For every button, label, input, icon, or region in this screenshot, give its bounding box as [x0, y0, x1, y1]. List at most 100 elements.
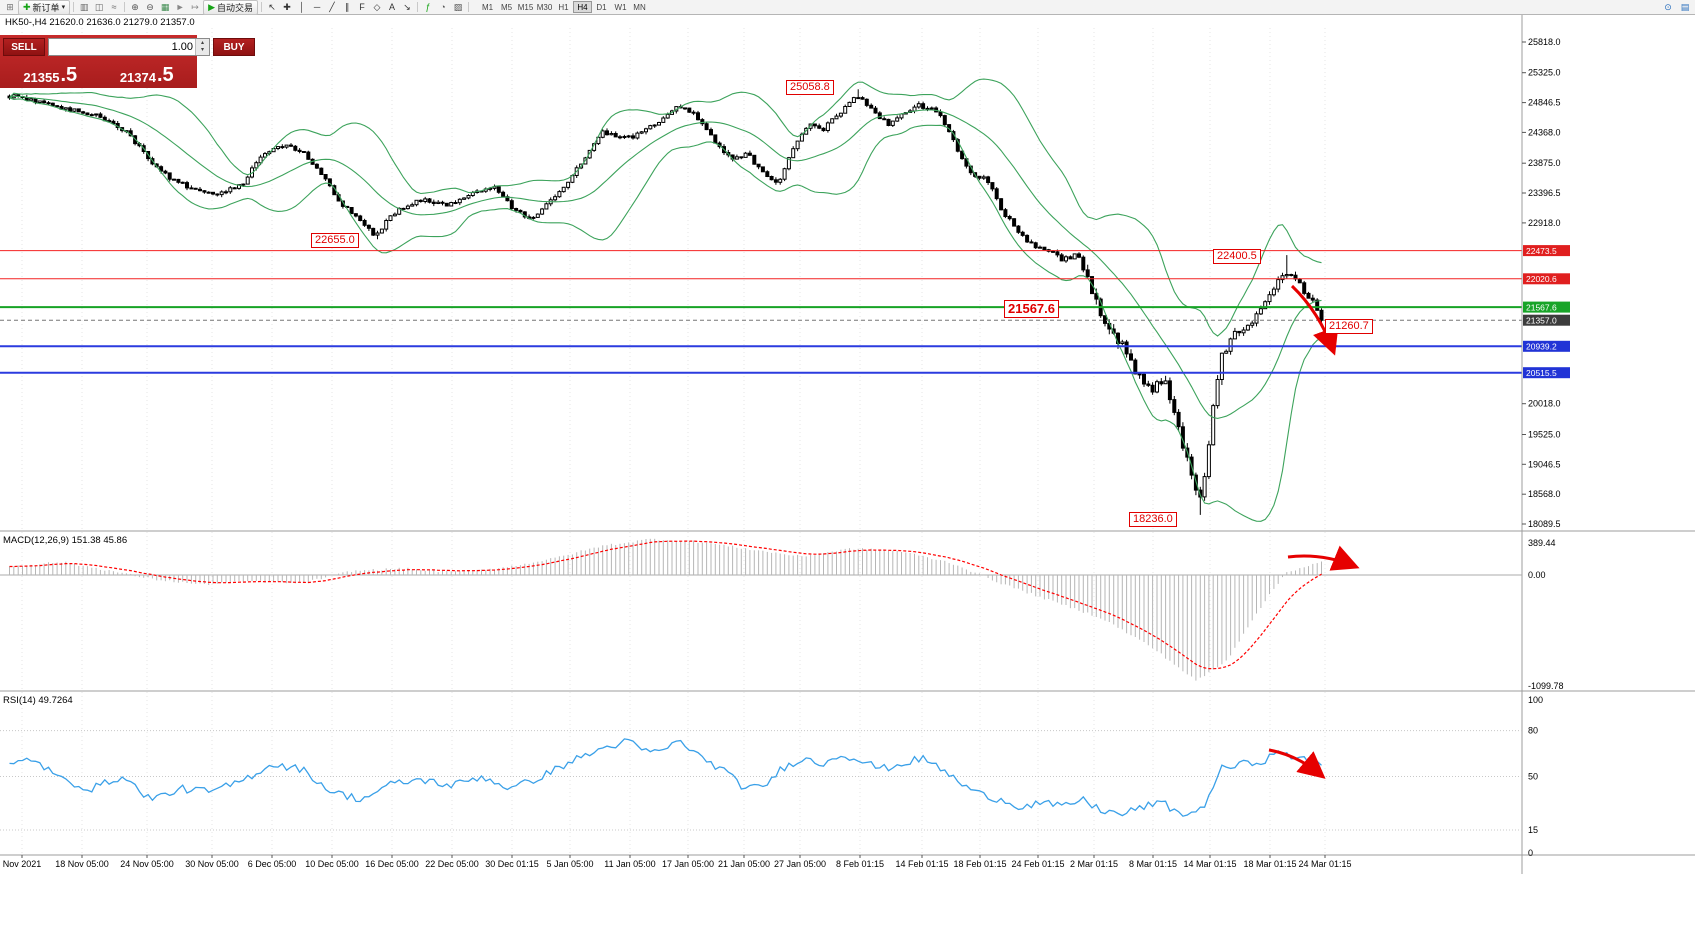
timeframe-switcher: M1 M5 M15 M30 H1 H4 D1 W1 MN	[478, 1, 649, 13]
line-chart-icon[interactable]: ≈	[111, 2, 117, 12]
search-icon[interactable]: ⊙	[1664, 2, 1672, 12]
macd-indicator-label: MACD(12,26,9) 151.38 45.86	[3, 535, 128, 546]
svg-text:23396.5: 23396.5	[1528, 188, 1561, 198]
period-icon[interactable]: ◔	[440, 2, 446, 12]
caret-down-icon[interactable]: ▾	[61, 4, 66, 11]
buy-price-main: 21374	[119, 70, 156, 85]
sell-price-main: 21355	[23, 70, 60, 85]
timeframe-m1[interactable]: M1	[481, 3, 494, 12]
toolbar-right-icons: ⊙ ▤	[1661, 1, 1692, 13]
timeframe-w1[interactable]: W1	[614, 3, 627, 12]
symbol-ohlc-header: HK50-,H4 21620.0 21636.0 21279.0 21357.0	[5, 17, 195, 28]
macd-histogram	[9, 538, 1322, 681]
svg-text:19046.5: 19046.5	[1528, 459, 1561, 469]
svg-text:25325.0: 25325.0	[1528, 68, 1561, 78]
crosshair-icon[interactable]: ✚	[283, 2, 291, 12]
buy-button[interactable]: BUY	[213, 38, 255, 56]
channel-icon[interactable]: ∥	[344, 2, 350, 12]
price-annotation[interactable]: 21260.7	[1325, 319, 1373, 334]
svg-text:5 Jan 05:00: 5 Jan 05:00	[546, 859, 593, 869]
timeframe-m15[interactable]: M15	[517, 3, 534, 12]
price-annotation[interactable]: 22655.0	[311, 233, 359, 248]
vertical-gridlines	[21, 28, 1326, 855]
new-chart-icon[interactable]: ⊞	[6, 2, 14, 12]
volume-input[interactable]	[49, 39, 195, 55]
macd-panel: 389.44 0.00 -1099.78	[0, 538, 1564, 691]
trendline-icon[interactable]: ╱	[329, 2, 335, 12]
volume-up-icon[interactable]: ▴	[200, 40, 204, 46]
text-label-icon[interactable]: A	[389, 2, 396, 12]
price-annotation[interactable]: 22400.5	[1213, 249, 1261, 264]
svg-text:20515.5: 20515.5	[1526, 368, 1557, 378]
cursor-icon[interactable]: ↖	[268, 2, 276, 12]
svg-text:27 Jan 05:00: 27 Jan 05:00	[774, 859, 826, 869]
timeframe-mn[interactable]: MN	[633, 3, 646, 12]
rsi-panel: 100 80 50 15 0	[0, 695, 1543, 858]
new-order-button-label: 新订单	[32, 2, 60, 13]
timeframe-m30[interactable]: M30	[536, 3, 553, 12]
price-tags: 22473.5 22020.6 21567.6 21357.0 20939.2 20515…	[1523, 245, 1570, 379]
timeframe-d1[interactable]: D1	[596, 3, 607, 12]
new-order-button[interactable]: ✚ 新订单 ▾	[18, 0, 71, 15]
trend-arrows[interactable]	[1268, 284, 1360, 779]
price-annotation[interactable]: 18236.0	[1129, 512, 1177, 527]
tile-windows-icon[interactable]: ▦	[160, 2, 170, 12]
vertical-line-icon[interactable]: │	[299, 2, 305, 12]
one-click-trade-panel: SELL ▴ ▾ BUY 21355 .5 21374 .5	[0, 35, 255, 88]
svg-text:18568.0: 18568.0	[1528, 489, 1561, 499]
trend-arrow	[1268, 748, 1326, 779]
svg-text:100: 100	[1528, 695, 1543, 705]
zoom-in-icon[interactable]: ⊕	[131, 2, 139, 12]
play-icon: ▶	[208, 1, 215, 12]
horizontal-level-lines[interactable]	[0, 250, 1522, 374]
svg-text:20018.0: 20018.0	[1528, 399, 1561, 409]
sell-price-pips: .5	[60, 64, 78, 86]
svg-text:17 Jan 05:00: 17 Jan 05:00	[662, 859, 714, 869]
trend-arrow	[1290, 284, 1339, 356]
svg-text:24368.0: 24368.0	[1528, 127, 1561, 137]
svg-text:21357.0: 21357.0	[1526, 315, 1557, 325]
trade-panel-controls: SELL ▴ ▾ BUY	[3, 38, 255, 56]
toolbar-separator	[73, 2, 75, 12]
zoom-out-icon[interactable]: ⊖	[146, 2, 154, 12]
svg-text:22473.5: 22473.5	[1526, 246, 1557, 256]
svg-text:24 Feb 01:15: 24 Feb 01:15	[1011, 859, 1064, 869]
svg-text:2 Mar 01:15: 2 Mar 01:15	[1070, 859, 1118, 869]
volume-input-wrap: ▴ ▾	[48, 38, 210, 56]
price-annotation[interactable]: 25058.8	[786, 80, 834, 95]
autotrading-button[interactable]: ▶ 自动交易	[203, 0, 259, 15]
sell-button[interactable]: SELL	[3, 38, 45, 56]
main-toolbar: ⊞ ✚ 新订单 ▾ ▥ ◫ ≈ ⊕ ⊖ ▦ ► ↦ ▶ 自动交易 ↖ ✚ │ ─ ╱ ∥ F ◇ A ↘ ƒ ◔ ▨ M1 M5 M15 M…	[0, 0, 1695, 15]
timeframe-h1[interactable]: H1	[558, 3, 569, 12]
candlestick-chart-icon[interactable]: ◫	[94, 2, 104, 12]
indicators-icon[interactable]: ƒ	[425, 2, 431, 12]
horizontal-line-icon[interactable]: ─	[313, 2, 321, 12]
svg-text:22020.6: 22020.6	[1526, 274, 1557, 284]
svg-text:18 Mar 01:15: 18 Mar 01:15	[1243, 859, 1296, 869]
svg-text:25818.0: 25818.0	[1528, 37, 1561, 47]
price-axis: 25818.0 25325.0 24846.5 24368.0 23875.0 23396…	[1522, 37, 1561, 529]
shapes-icon[interactable]: ◇	[373, 2, 381, 12]
svg-text:80: 80	[1528, 726, 1538, 736]
svg-text:Nov 2021: Nov 2021	[3, 859, 42, 869]
timeframe-m5[interactable]: M5	[500, 3, 513, 12]
auto-scroll-icon[interactable]: ►	[175, 2, 185, 12]
fibonacci-icon[interactable]: F	[359, 2, 365, 12]
chart-shift-icon[interactable]: ↦	[191, 2, 199, 12]
svg-text:18 Feb 01:15: 18 Feb 01:15	[953, 859, 1006, 869]
sell-price[interactable]: 21355 .5	[3, 59, 98, 85]
toolbar-separator	[124, 2, 126, 12]
svg-text:16 Dec 05:00: 16 Dec 05:00	[365, 859, 419, 869]
volume-down-icon[interactable]: ▾	[200, 47, 204, 53]
timeframe-h4[interactable]: H4	[573, 1, 593, 13]
template-icon[interactable]: ▨	[453, 2, 463, 12]
price-annotation[interactable]: 21567.6	[1004, 300, 1059, 318]
arrow-tool-icon[interactable]: ↘	[403, 2, 411, 12]
svg-text:19525.0: 19525.0	[1528, 430, 1561, 440]
svg-text:24846.5: 24846.5	[1528, 98, 1561, 108]
buy-price[interactable]: 21374 .5	[100, 59, 195, 85]
svg-text:24 Mar 01:15: 24 Mar 01:15	[1298, 859, 1351, 869]
bar-chart-icon[interactable]: ▥	[79, 2, 89, 12]
layout-icon[interactable]: ▤	[1680, 2, 1690, 12]
